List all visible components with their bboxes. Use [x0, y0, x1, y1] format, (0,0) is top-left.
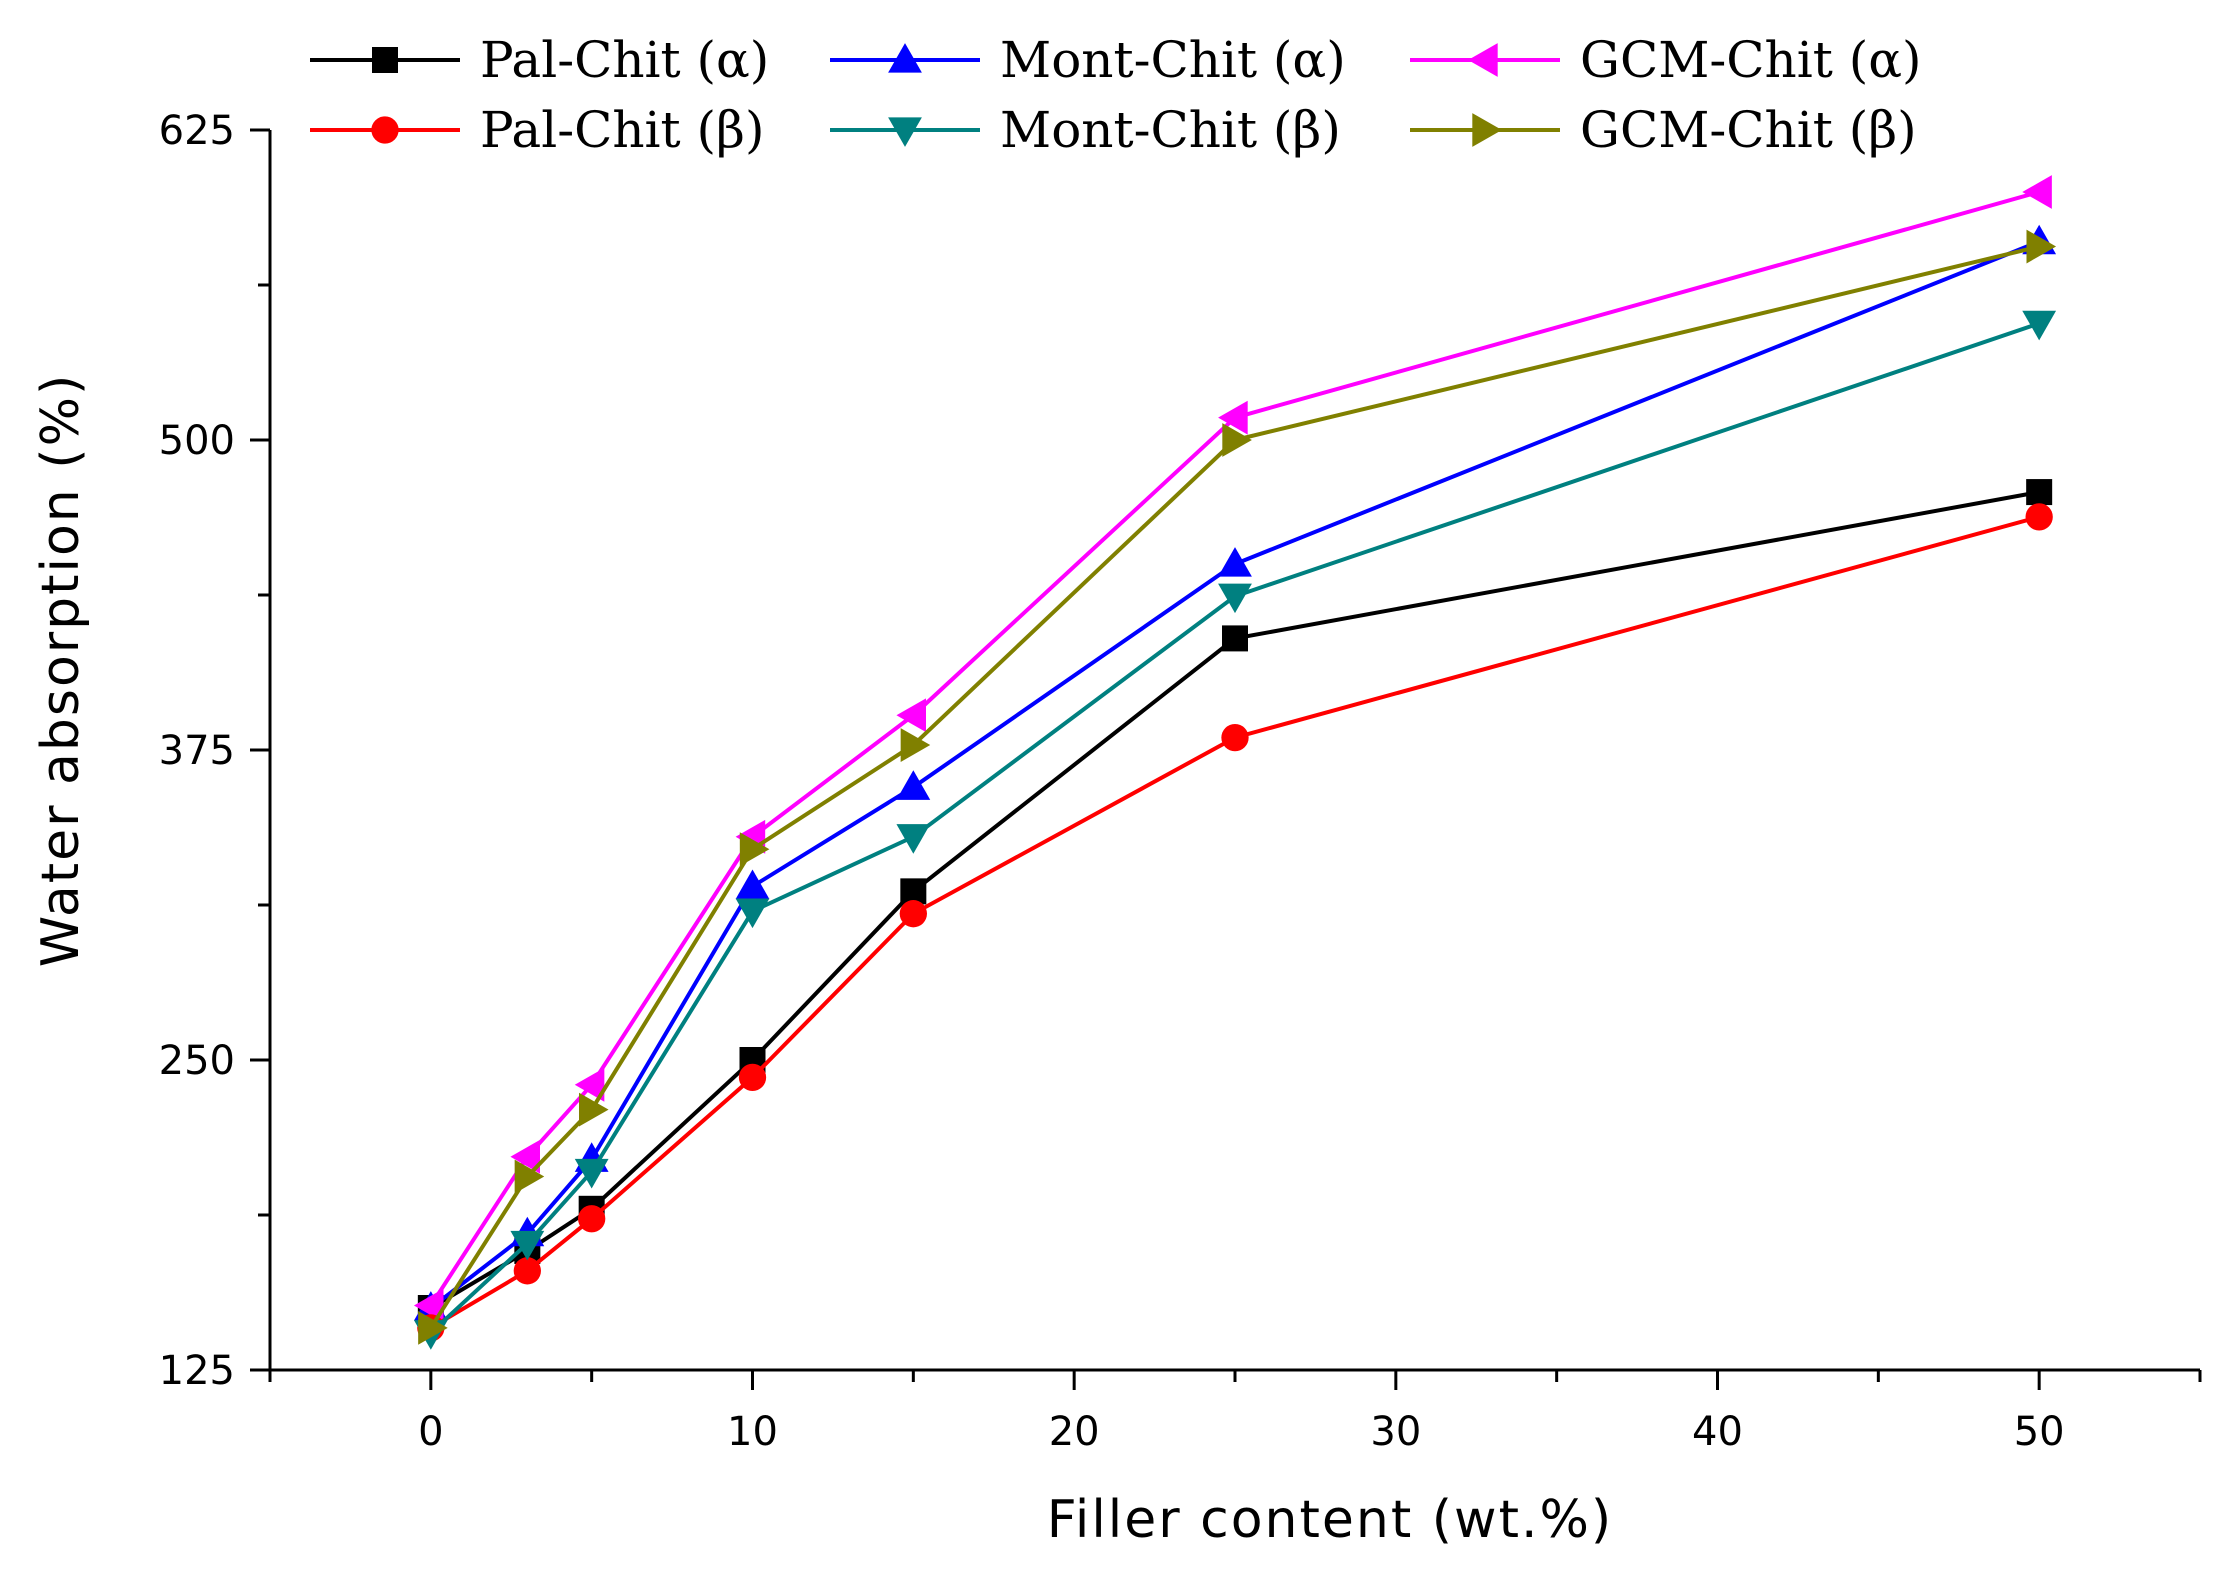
legend-marker — [888, 117, 922, 147]
legend-entry: GCM-Chit (α) — [1410, 31, 1922, 89]
legend-marker — [1468, 43, 1498, 77]
data-point — [1218, 547, 1252, 577]
data-point — [900, 728, 931, 762]
data-point — [514, 1159, 545, 1194]
y-tick-label: 500 — [159, 418, 235, 464]
data-point — [896, 824, 931, 854]
data-point — [1218, 583, 1252, 614]
legend-marker — [371, 116, 399, 144]
series-5 — [413, 310, 2057, 1350]
legend-label: Mont-Chit (β) — [1000, 101, 1341, 159]
y-tick-label: 625 — [159, 108, 235, 154]
x-axis-label: Filler content (wt.%) — [1047, 1490, 1613, 1550]
legend-entry: Mont-Chit (β) — [830, 101, 1341, 159]
legend-entry: Pal-Chit (β) — [310, 101, 764, 159]
data-point — [578, 1205, 606, 1233]
x-tick-label: 50 — [2014, 1409, 2065, 1455]
legend-marker — [888, 43, 922, 73]
x-tick-label: 40 — [1692, 1409, 1743, 1455]
data-point — [510, 1139, 541, 1174]
legend-label: Pal-Chit (β) — [480, 101, 764, 159]
data-point — [574, 1067, 605, 1102]
series-line — [429, 490, 2040, 1310]
legend-entry: Pal-Chit (α) — [310, 31, 769, 89]
legend-label: GCM-Chit (α) — [1580, 31, 1922, 89]
data-point — [896, 698, 927, 733]
data-point — [735, 898, 770, 929]
legend-label: Mont-Chit (α) — [1000, 31, 1346, 89]
data-point — [1221, 723, 1249, 752]
legend-entry: Mont-Chit (α) — [830, 31, 1346, 89]
ticks: 0 10 20 30 40 50 125 250 375 500 625 — [159, 108, 2202, 1455]
series-6 — [418, 229, 2057, 1345]
data-point — [418, 1310, 448, 1345]
plot-area — [413, 175, 2057, 1350]
data-point — [1222, 423, 1252, 457]
x-tick-label: 0 — [418, 1409, 443, 1455]
data-point — [578, 1092, 609, 1127]
data-point — [2022, 310, 2057, 341]
y-tick-label: 125 — [159, 1348, 235, 1394]
series-line — [429, 321, 2040, 1335]
data-point — [899, 900, 927, 928]
data-point — [2026, 479, 2053, 506]
data-point — [2026, 229, 2057, 264]
legend-marker — [1472, 113, 1502, 147]
y-axis-label: Water absorption (%) — [31, 373, 91, 968]
data-point — [2025, 503, 2053, 531]
x-tick-label: 20 — [1049, 1409, 1100, 1455]
data-point — [1222, 625, 1248, 652]
data-point — [739, 832, 770, 867]
legend-marker — [372, 47, 398, 73]
y-tick-label: 375 — [159, 728, 235, 774]
data-point — [513, 1257, 541, 1285]
data-point — [413, 1288, 444, 1323]
legend: Pal-Chit (α) Mont-Chit (α) GCM-Chit (α) Pal… — [310, 31, 1922, 159]
series-4 — [417, 503, 2053, 1342]
legend-label: GCM-Chit (β) — [1580, 101, 1917, 159]
data-point — [574, 1158, 609, 1189]
data-point — [896, 770, 931, 800]
data-point — [738, 1063, 767, 1092]
data-point — [735, 869, 770, 900]
data-point — [2022, 175, 2052, 209]
data-point — [510, 1230, 545, 1261]
y-tick-label: 250 — [159, 1038, 235, 1084]
x-tick-label: 30 — [1370, 1409, 1421, 1455]
x-tick-label: 10 — [727, 1409, 778, 1455]
legend-entry: GCM-Chit (β) — [1410, 101, 1917, 159]
legend-label: Pal-Chit (α) — [480, 31, 769, 89]
data-point — [900, 878, 927, 905]
data-point — [1218, 400, 1248, 435]
